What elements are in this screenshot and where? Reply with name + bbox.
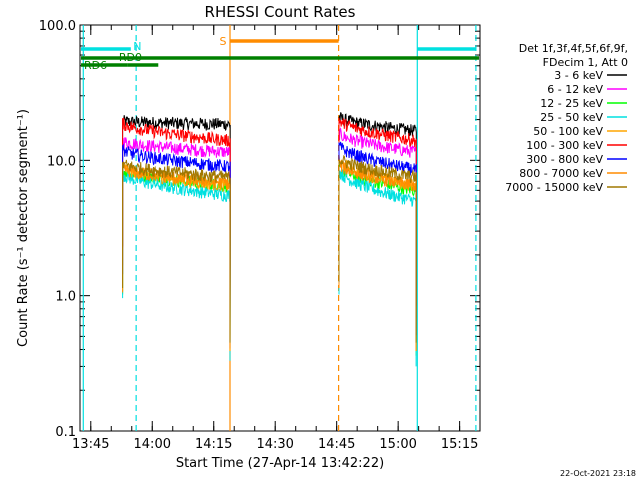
chart-title: RHESSI Count Rates xyxy=(205,3,356,21)
y-axis-label: Count Rate (s⁻¹ detector segment⁻¹) xyxy=(16,109,31,347)
series-line-100-300-keV xyxy=(122,117,417,306)
legend-entry-label: 12 - 25 keV xyxy=(540,97,603,110)
flag-label-s: S xyxy=(220,35,227,48)
x-tick-label: 14:45 xyxy=(318,437,355,452)
x-tick-label: 15:00 xyxy=(379,437,416,452)
series-line-25-50-keV xyxy=(122,168,417,367)
generation-timestamp: 22-Oct-2021 23:18 xyxy=(560,469,636,478)
flag-label-rd6: RD6 xyxy=(84,59,107,72)
series-line-7000-15000-keV xyxy=(122,154,417,343)
y-tick-label: 10.0 xyxy=(47,154,76,169)
x-tick-label: 14:00 xyxy=(134,437,171,452)
plot-area: 0.1 1.0 10.0 100.0 13:45 14:00 14:15 14:30 14:45… xyxy=(39,19,481,452)
legend-header-line-1: Det 1f,3f,4f,5f,6f,9f, xyxy=(519,42,628,55)
legend-entry-label: 6 - 12 keV xyxy=(547,83,603,96)
legend-entry-label: 50 - 100 keV xyxy=(533,125,603,138)
y-tick-label: 0.1 xyxy=(55,425,76,440)
legend-entry-label: 25 - 50 keV xyxy=(540,111,603,124)
legend-entry-label: 800 - 7000 keV xyxy=(519,167,603,180)
legend-entry-label: 300 - 800 keV xyxy=(526,153,603,166)
x-tick-label: 15:15 xyxy=(441,437,478,452)
y-tick-label: 100.0 xyxy=(39,19,76,34)
series-line-300-800-keV xyxy=(122,141,417,336)
legend-header-line-2: FDecim 1, Att 0 xyxy=(543,56,628,69)
series-line-6-12-keV xyxy=(122,127,417,318)
x-axis-label: Start Time (27-Apr-14 13:42:22) xyxy=(176,456,384,471)
legend-entry-label: 100 - 300 keV xyxy=(526,139,603,152)
series-line-50-100-keV xyxy=(122,154,417,352)
legend-entry-label: 3 - 6 keV xyxy=(554,69,603,82)
x-tick-label: 13:45 xyxy=(72,437,109,452)
x-tick-label: 14:30 xyxy=(256,437,293,452)
flag-label-rd0: RD0 xyxy=(119,51,142,64)
x-tick-label: 14:15 xyxy=(195,437,232,452)
series-line-3-6-keV xyxy=(122,112,417,297)
y-tick-label: 1.0 xyxy=(55,290,76,305)
flag-label-n: N xyxy=(133,40,141,53)
legend-entry-label: 7000 - 15000 keV xyxy=(505,181,603,194)
plot-frame xyxy=(79,24,481,432)
